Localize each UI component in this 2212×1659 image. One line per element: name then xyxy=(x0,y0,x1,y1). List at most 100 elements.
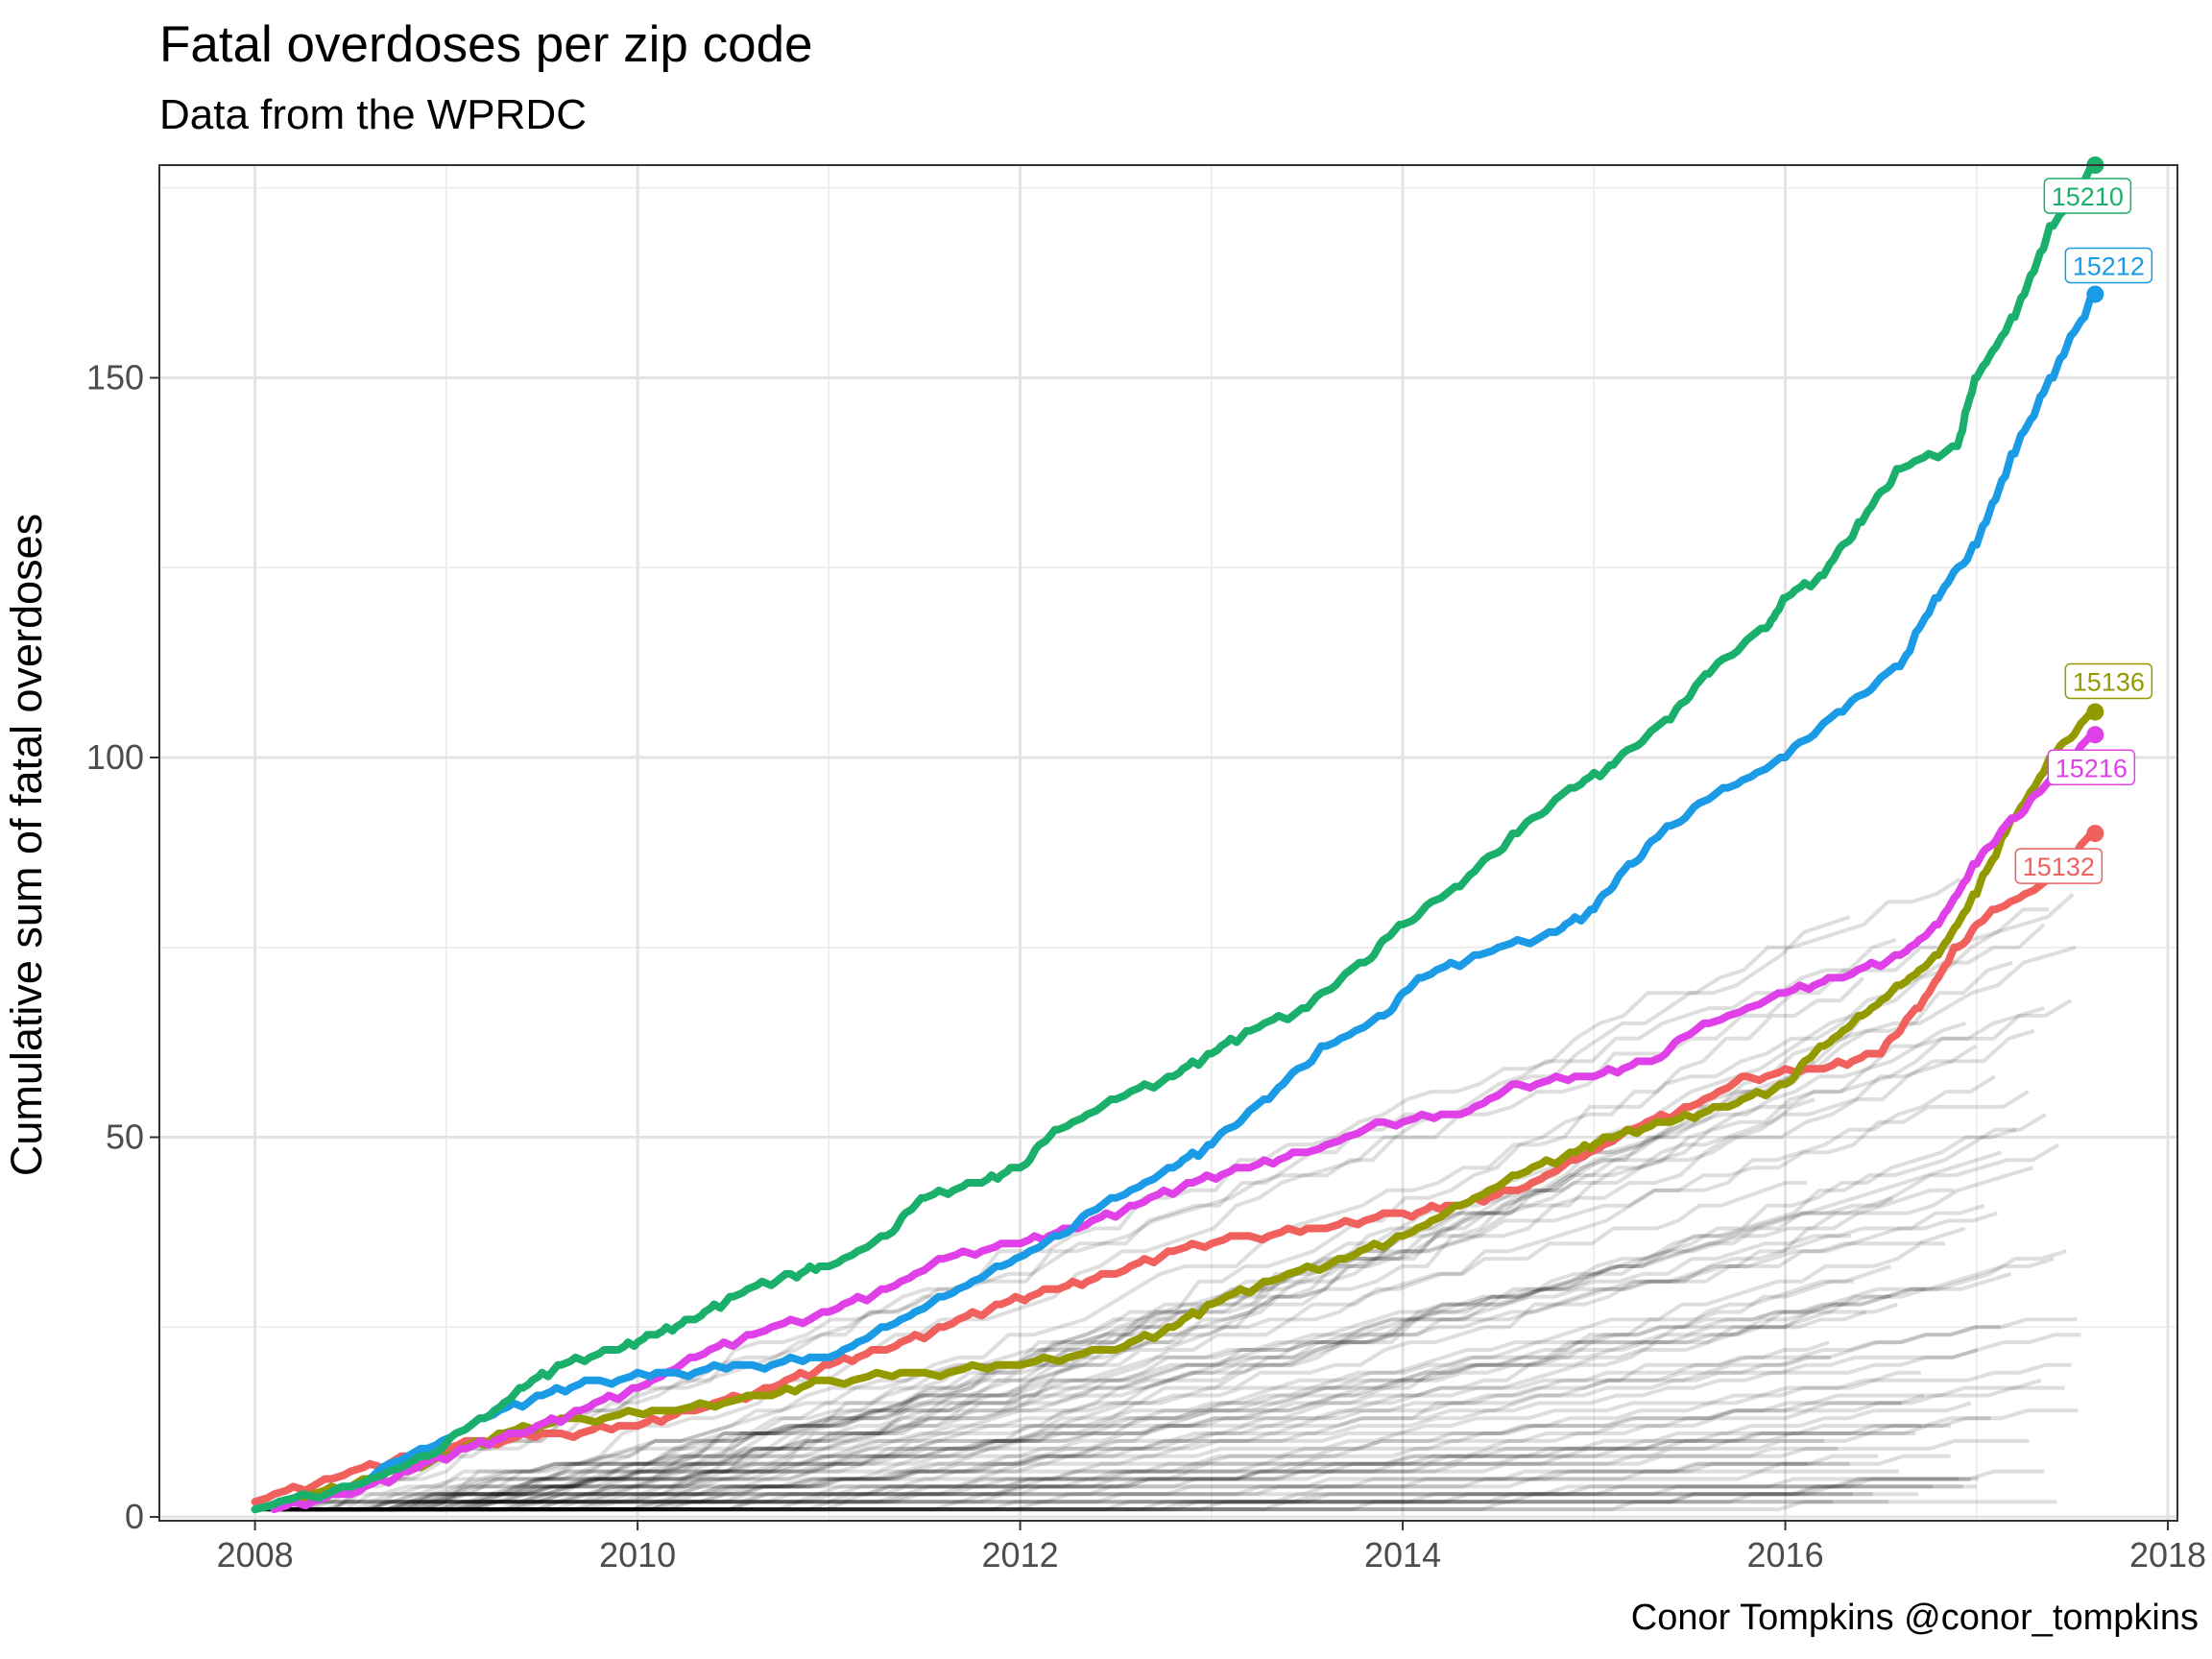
background-series-line xyxy=(290,1469,2045,1512)
end-label-15210: 15210 xyxy=(2043,178,2132,214)
background-series-line xyxy=(300,1195,1893,1512)
y-tick-label: 0 xyxy=(125,1497,144,1536)
background-series-line xyxy=(268,998,2073,1512)
background-series-line xyxy=(276,923,2046,1512)
background-series-line xyxy=(288,1166,2033,1512)
background-series-line xyxy=(301,1438,1824,1512)
x-tick-label: 2012 xyxy=(982,1535,1059,1575)
end-label-text: 15212 xyxy=(2073,252,2145,280)
chart-subtitle: Data from the WPRDC xyxy=(159,91,587,138)
end-labels-group: 15210 15212 15136 15216 15132 xyxy=(2014,178,2153,884)
background-series-line xyxy=(262,1362,2072,1512)
series-line-15216 xyxy=(270,731,2100,1514)
series-line-15210 xyxy=(251,161,2100,1514)
background-series-line xyxy=(294,1310,1867,1512)
background-series-line xyxy=(259,1355,1832,1512)
background-series-line xyxy=(259,975,1865,1512)
background-series-line xyxy=(292,1408,2079,1512)
background-series-line xyxy=(296,1492,1873,1512)
background-series-line xyxy=(269,1294,1891,1512)
background-series-line xyxy=(282,1097,1815,1512)
background-series-line xyxy=(272,1127,2017,1512)
background-series-line xyxy=(300,1500,1833,1512)
background-series-line xyxy=(261,1477,1971,1512)
background-series-line xyxy=(295,1484,1963,1512)
background-series-line xyxy=(292,1188,1955,1512)
x-tick-label: 2008 xyxy=(217,1535,294,1575)
end-label-box xyxy=(2047,749,2136,786)
end-point-15136 xyxy=(2086,703,2104,721)
background-series-line xyxy=(294,1438,2030,1512)
background-series-line xyxy=(259,1348,1979,1512)
series-line-15136 xyxy=(289,708,2100,1506)
background-series-line xyxy=(285,1264,1891,1512)
end-label-15136: 15136 xyxy=(2064,662,2153,700)
background-series-line xyxy=(296,1257,2055,1512)
end-label-box xyxy=(2064,662,2153,700)
x-tick-label: 2014 xyxy=(1364,1535,1441,1575)
background-series-line xyxy=(261,1021,1966,1512)
background-series-line xyxy=(287,1500,2057,1512)
background-series-line xyxy=(283,1113,2047,1512)
background-series-line xyxy=(272,1241,1945,1512)
background-series-line xyxy=(259,1401,1972,1512)
background-series-line xyxy=(275,1333,2081,1512)
background-series-line xyxy=(295,1211,1998,1512)
background-series-line xyxy=(271,1393,1925,1512)
background-series-line xyxy=(281,1090,2030,1512)
chart-caption: Conor Tompkins @conor_tompkins xyxy=(1630,1598,2199,1638)
series-line-15132 xyxy=(251,830,2100,1506)
end-label-15132: 15132 xyxy=(2014,848,2104,884)
background-series-line xyxy=(300,1317,2078,1512)
background-series-line xyxy=(297,1484,1933,1512)
background-series-line xyxy=(258,907,2049,1512)
background-series-line xyxy=(276,1340,1830,1512)
background-series-line xyxy=(266,1477,1960,1512)
end-label-text: 15132 xyxy=(2023,853,2095,881)
background-series-line xyxy=(272,1279,1854,1512)
y-axis: 0 50 100 150 xyxy=(86,357,159,1536)
background-series-line xyxy=(261,937,1897,1512)
background-series-line xyxy=(272,1454,1879,1512)
y-tick-label: 50 xyxy=(106,1118,144,1157)
end-label-text: 15136 xyxy=(2073,668,2145,697)
end-label-text: 15210 xyxy=(2052,182,2124,211)
x-tick-label: 2010 xyxy=(599,1535,676,1575)
background-series-line xyxy=(278,1477,1979,1512)
y-tick-label: 150 xyxy=(86,357,144,397)
end-point-15212 xyxy=(2086,285,2104,303)
background-series-line xyxy=(291,1469,1899,1512)
chart-title: Fatal overdoses per zip code xyxy=(159,16,813,73)
background-series-line xyxy=(285,1325,2001,1512)
end-points-group xyxy=(2086,156,2104,843)
background-series-line xyxy=(293,1150,2003,1512)
background-series-line xyxy=(301,1181,1808,1512)
background-series-line xyxy=(283,1461,1808,1512)
series-line-15212 xyxy=(251,290,2100,1514)
background-series-line xyxy=(295,1302,1899,1512)
background-series-line xyxy=(267,1006,2045,1512)
background-series-line xyxy=(288,1446,1839,1512)
end-label-15216: 15216 xyxy=(2047,749,2136,786)
background-series-line xyxy=(283,1454,1951,1512)
background-series-line xyxy=(264,1424,1922,1512)
background-series-line xyxy=(255,1234,1851,1512)
x-tick-label: 2018 xyxy=(2129,1535,2206,1575)
background-series-line xyxy=(266,1492,1853,1512)
end-label-box xyxy=(2064,247,2153,284)
end-point-15216 xyxy=(2086,726,2104,744)
background-series-line xyxy=(264,1492,1919,1512)
background-series-line xyxy=(281,1401,1902,1512)
background-series-line xyxy=(265,1271,2012,1512)
background-series-line xyxy=(281,1370,1921,1512)
background-series-line xyxy=(296,892,2075,1512)
background-series-line xyxy=(265,1378,2042,1512)
background-series-line xyxy=(273,1226,1966,1512)
end-label-box xyxy=(2043,178,2132,214)
background-series-line xyxy=(275,1385,2065,1512)
background-series-line xyxy=(256,1059,1815,1512)
background-series-line xyxy=(279,1203,1985,1512)
x-tick-label: 2016 xyxy=(1747,1535,1824,1575)
background-series-line xyxy=(254,1461,1850,1512)
end-point-15132 xyxy=(2086,825,2104,843)
